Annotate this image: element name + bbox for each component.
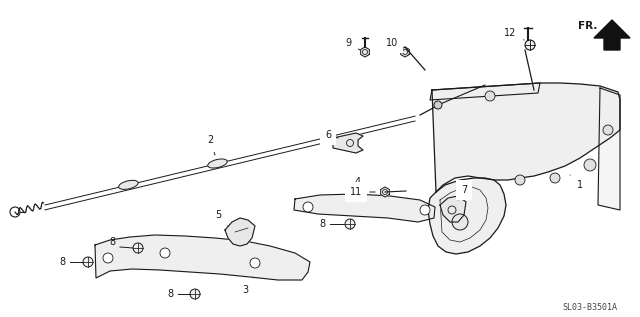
Ellipse shape — [208, 159, 227, 168]
Text: 10: 10 — [386, 38, 398, 48]
Circle shape — [434, 101, 442, 109]
Text: 4: 4 — [355, 177, 365, 195]
Circle shape — [550, 173, 560, 183]
Circle shape — [190, 289, 200, 299]
Polygon shape — [95, 235, 310, 280]
Circle shape — [345, 219, 355, 229]
Polygon shape — [401, 47, 410, 57]
Circle shape — [584, 159, 596, 171]
Circle shape — [485, 91, 495, 101]
Polygon shape — [225, 218, 255, 246]
Circle shape — [83, 257, 93, 267]
Text: 8: 8 — [109, 237, 115, 247]
Circle shape — [250, 258, 260, 268]
Text: 7: 7 — [458, 185, 467, 200]
Circle shape — [515, 175, 525, 185]
Circle shape — [525, 40, 535, 50]
Polygon shape — [361, 47, 369, 57]
Text: 12: 12 — [504, 28, 524, 40]
Polygon shape — [432, 83, 620, 192]
Text: 8: 8 — [59, 257, 65, 267]
Polygon shape — [333, 133, 363, 153]
Circle shape — [420, 205, 430, 215]
Polygon shape — [294, 194, 435, 222]
Circle shape — [603, 125, 613, 135]
Polygon shape — [594, 20, 630, 50]
Circle shape — [103, 253, 113, 263]
Text: 1: 1 — [570, 175, 583, 190]
Polygon shape — [440, 196, 466, 222]
Text: 5: 5 — [215, 210, 228, 226]
Text: 3: 3 — [242, 277, 253, 295]
Text: 8: 8 — [167, 289, 173, 299]
Circle shape — [303, 202, 313, 212]
Text: 11: 11 — [350, 187, 375, 197]
Text: 6: 6 — [325, 130, 338, 140]
Text: 2: 2 — [207, 135, 215, 155]
Polygon shape — [430, 83, 540, 100]
Polygon shape — [381, 187, 389, 197]
Circle shape — [452, 214, 468, 230]
Polygon shape — [428, 178, 506, 254]
Text: FR.: FR. — [578, 21, 597, 31]
Circle shape — [133, 243, 143, 253]
Circle shape — [160, 248, 170, 258]
Ellipse shape — [118, 180, 138, 189]
Text: 8: 8 — [319, 219, 325, 229]
Text: 9: 9 — [345, 38, 360, 50]
Polygon shape — [598, 88, 620, 210]
Text: SL03-B3501A: SL03-B3501A — [563, 303, 618, 313]
